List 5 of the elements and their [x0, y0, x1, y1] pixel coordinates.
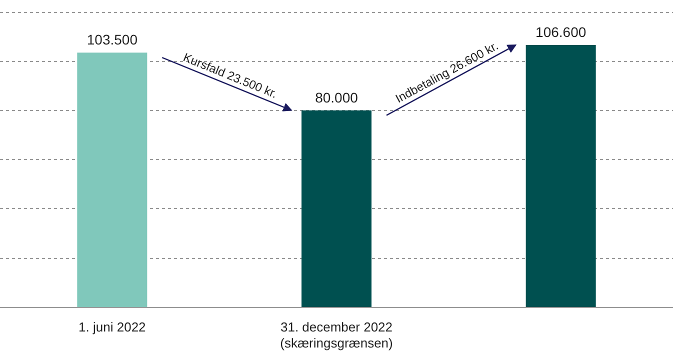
data-label: 106.600 — [536, 24, 586, 40]
data-label: 80.000 — [315, 89, 358, 106]
x-tick-label: 31. december 2022 (skæringsgrænsen) — [280, 320, 393, 350]
x-tick-label: 1. juni 2022 — [78, 320, 146, 334]
data-label: 103.500 — [86, 32, 138, 48]
